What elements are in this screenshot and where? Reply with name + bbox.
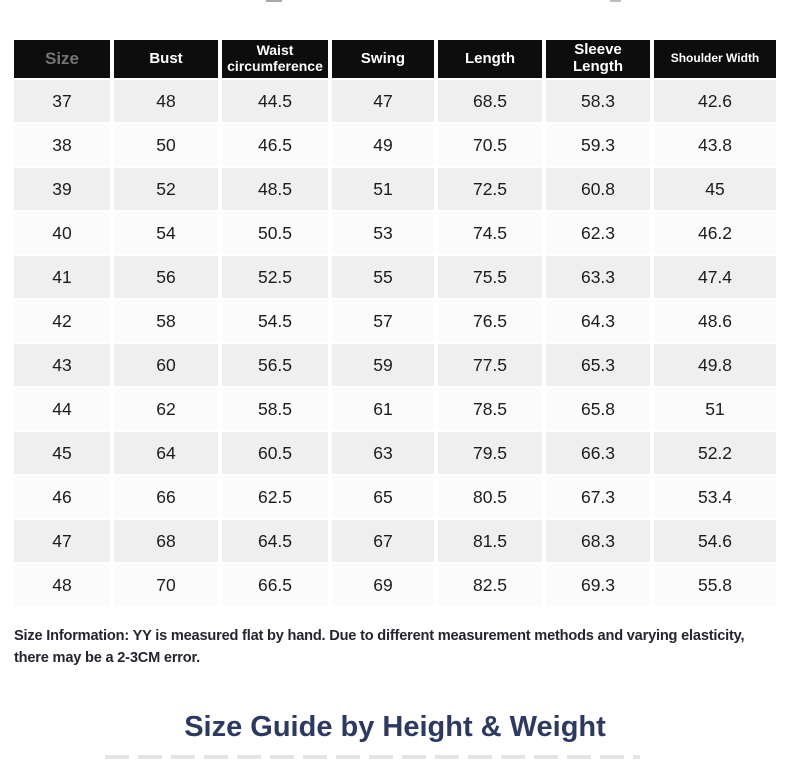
table-cell: 51	[654, 388, 776, 430]
table-cell: 47.4	[654, 256, 776, 298]
table-cell: 42	[14, 300, 110, 342]
table-cell: 63.3	[546, 256, 650, 298]
table-cell: 48	[14, 564, 110, 606]
table-cell: 67.3	[546, 476, 650, 518]
table-cell: 44.5	[222, 80, 328, 122]
table-cell: 43	[14, 344, 110, 386]
table-cell: 39	[14, 168, 110, 210]
table-cell: 41	[14, 256, 110, 298]
table-cell: 66	[114, 476, 218, 518]
table-cell: 52.2	[654, 432, 776, 474]
table-cell: 78.5	[438, 388, 542, 430]
table-cell: 70	[114, 564, 218, 606]
table-cell: 68.3	[546, 520, 650, 562]
table-cell: 49	[332, 124, 434, 166]
table-cell: 70.5	[438, 124, 542, 166]
table-cell: 52.5	[222, 256, 328, 298]
table-cell: 53	[332, 212, 434, 254]
table-cell: 80.5	[438, 476, 542, 518]
table-cell: 56.5	[222, 344, 328, 386]
table-cell: 52	[114, 168, 218, 210]
table-cell: 53.4	[654, 476, 776, 518]
table-cell: 45	[14, 432, 110, 474]
table-cell: 47	[14, 520, 110, 562]
table-cell: 59.3	[546, 124, 650, 166]
table-cell: 65.3	[546, 344, 650, 386]
table-cell: 76.5	[438, 300, 542, 342]
table-cell: 62.3	[546, 212, 650, 254]
table-cell: 57	[332, 300, 434, 342]
table-cell: 64.5	[222, 520, 328, 562]
column-header-bust: Bust	[114, 40, 218, 78]
table-cell: 59	[332, 344, 434, 386]
cutoff-next-section-fragment	[105, 755, 640, 759]
table-cell: 56	[114, 256, 218, 298]
table-cell: 58.3	[546, 80, 650, 122]
table-cell: 55	[332, 256, 434, 298]
table-cell: 64	[114, 432, 218, 474]
table-cell: 50.5	[222, 212, 328, 254]
table-cell: 42.6	[654, 80, 776, 122]
size-table: Size Bust Waist circumference Swing Length Sl…	[14, 40, 776, 606]
table-cell: 68	[114, 520, 218, 562]
table-cell: 43.8	[654, 124, 776, 166]
table-cell: 68.5	[438, 80, 542, 122]
table-cell: 64.3	[546, 300, 650, 342]
table-cell: 48.6	[654, 300, 776, 342]
table-cell: 65	[332, 476, 434, 518]
table-cell: 69.3	[546, 564, 650, 606]
table-cell: 81.5	[438, 520, 542, 562]
column-header-waist: Waist circumference	[222, 40, 328, 78]
table-cell: 77.5	[438, 344, 542, 386]
table-cell: 75.5	[438, 256, 542, 298]
size-measurement-note: Size Information: YY is measured flat by…	[14, 628, 745, 666]
table-cell: 46	[14, 476, 110, 518]
table-cell: 44	[14, 388, 110, 430]
table-cell: 46.2	[654, 212, 776, 254]
size-guide-heading: Size Guide by Height & Weight	[184, 711, 606, 743]
table-cell: 47	[332, 80, 434, 122]
table-cell: 60	[114, 344, 218, 386]
cutoff-text-fragment	[266, 0, 282, 2]
table-cell: 48	[114, 80, 218, 122]
column-header-sleeve: Sleeve Length	[546, 40, 650, 78]
column-header-size: Size	[14, 40, 110, 78]
table-cell: 74.5	[438, 212, 542, 254]
table-cell: 40	[14, 212, 110, 254]
table-cell: 69	[332, 564, 434, 606]
column-header-swing: Swing	[332, 40, 434, 78]
table-cell: 66.5	[222, 564, 328, 606]
table-cell: 67	[332, 520, 434, 562]
table-cell: 65.8	[546, 388, 650, 430]
table-cell: 48.5	[222, 168, 328, 210]
table-cell: 49.8	[654, 344, 776, 386]
table-cell: 54.6	[654, 520, 776, 562]
cutoff-text-fragment	[610, 0, 621, 2]
table-cell: 55.8	[654, 564, 776, 606]
table-cell: 46.5	[222, 124, 328, 166]
table-cell: 58	[114, 300, 218, 342]
table-cell: 82.5	[438, 564, 542, 606]
size-chart-section: Size Bust Waist circumference Swing Length Sl…	[14, 40, 776, 606]
table-cell: 62	[114, 388, 218, 430]
table-cell: 61	[332, 388, 434, 430]
table-cell: 51	[332, 168, 434, 210]
table-cell: 79.5	[438, 432, 542, 474]
table-cell: 60.8	[546, 168, 650, 210]
column-header-shoulder: Shoulder Width	[654, 40, 776, 78]
table-cell: 50	[114, 124, 218, 166]
table-cell: 60.5	[222, 432, 328, 474]
table-cell: 63	[332, 432, 434, 474]
table-cell: 45	[654, 168, 776, 210]
table-cell: 58.5	[222, 388, 328, 430]
table-cell: 54.5	[222, 300, 328, 342]
table-cell: 54	[114, 212, 218, 254]
table-cell: 66.3	[546, 432, 650, 474]
table-cell: 38	[14, 124, 110, 166]
table-cell: 72.5	[438, 168, 542, 210]
column-header-length: Length	[438, 40, 542, 78]
table-cell: 62.5	[222, 476, 328, 518]
table-cell: 37	[14, 80, 110, 122]
